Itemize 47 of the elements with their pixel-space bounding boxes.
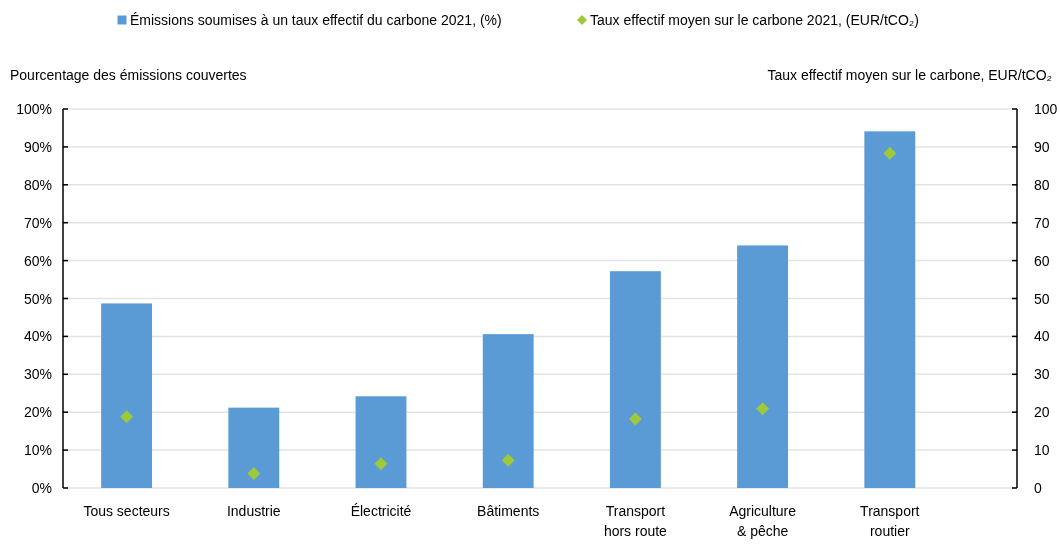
x-tick-label: Tous secteurs bbox=[83, 503, 170, 519]
y-tick-label: 80% bbox=[23, 176, 52, 193]
y2-tick-label: 70 bbox=[1034, 214, 1050, 231]
x-tick-label: Bâtiments bbox=[477, 503, 540, 519]
y-axis-title: Pourcentage des émissions couvertes bbox=[10, 67, 247, 83]
y-tick-label: 100% bbox=[16, 101, 52, 117]
y2-tick-label: 80 bbox=[1034, 176, 1050, 193]
x-tick-label: Transport hors route bbox=[603, 503, 668, 539]
point bbox=[501, 453, 515, 467]
legend-label: Taux effectif moyen sur le carbone 2021, (EUR/tCO₂) bbox=[590, 12, 919, 28]
y2-tick-label: 40 bbox=[1034, 328, 1050, 345]
bar bbox=[355, 396, 407, 488]
y-tick-label: 70% bbox=[23, 214, 52, 231]
x-tick-label: Électricité bbox=[350, 503, 412, 519]
point bbox=[756, 402, 770, 416]
bar bbox=[609, 271, 661, 488]
y-tick-label: 30% bbox=[23, 366, 52, 383]
y2-tick-label: 20 bbox=[1034, 404, 1050, 421]
y2-axis-title: Taux effectif moyen sur le carbone, EUR/tCO₂ bbox=[767, 67, 1052, 83]
point bbox=[247, 467, 261, 481]
point bbox=[120, 410, 134, 424]
x-tick-label: Agriculture & pêche bbox=[729, 503, 797, 539]
point bbox=[374, 457, 388, 471]
x-tick-label: Transport routier bbox=[860, 503, 920, 539]
y-tick-label: 0% bbox=[31, 480, 52, 496]
bar bbox=[737, 245, 789, 488]
bar bbox=[101, 303, 153, 488]
y2-tick-label: 30 bbox=[1034, 366, 1050, 383]
bar bbox=[482, 334, 534, 488]
y-tick-label: 60% bbox=[23, 252, 52, 269]
legend-label: Émissions soumises à un taux effectif du carbone 2021, (%) bbox=[130, 12, 502, 28]
point bbox=[628, 412, 642, 426]
y-tick-label: 20% bbox=[23, 404, 52, 421]
bar bbox=[864, 131, 916, 488]
y2-tick-label: 100 bbox=[1034, 101, 1058, 117]
y2-tick-label: 60 bbox=[1034, 252, 1050, 269]
y2-tick-label: 0 bbox=[1034, 480, 1042, 496]
y2-tick-label: 10 bbox=[1034, 442, 1050, 459]
y2-tick-label: 90 bbox=[1034, 138, 1050, 155]
y-tick-label: 40% bbox=[23, 328, 52, 345]
point bbox=[883, 146, 897, 160]
y-tick-label: 90% bbox=[23, 138, 52, 155]
bar bbox=[228, 407, 280, 488]
x-tick-label: Industrie bbox=[226, 503, 281, 519]
y2-tick-label: 50 bbox=[1034, 290, 1050, 307]
y-tick-label: 50% bbox=[23, 290, 52, 307]
y-tick-label: 10% bbox=[23, 442, 52, 459]
